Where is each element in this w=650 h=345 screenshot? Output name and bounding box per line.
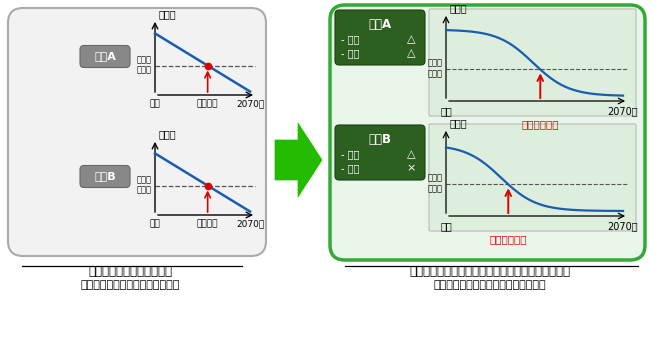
Text: 2070年: 2070年 [236, 219, 264, 228]
FancyBboxPatch shape [335, 10, 425, 65]
Text: 健全度: 健全度 [159, 129, 177, 139]
Text: 2070年: 2070年 [608, 221, 638, 231]
Text: - 剥離: - 剥離 [341, 163, 359, 173]
Text: 現在: 現在 [150, 99, 161, 108]
Text: 補修時期: 補修時期 [197, 219, 218, 228]
Text: △: △ [407, 48, 415, 58]
Text: 現在: 現在 [440, 221, 452, 231]
Text: インフラごとに異なる劣化速度を予測: インフラごとに異なる劣化速度を予測 [434, 280, 546, 290]
Text: 要補修
レベル: 要補修 レベル [428, 174, 443, 193]
Text: 2070年: 2070年 [236, 99, 264, 108]
Text: 最適補修時期: 最適補修時期 [489, 234, 527, 244]
Text: 健全度: 健全度 [159, 9, 177, 19]
Text: 健全度: 健全度 [450, 3, 467, 13]
FancyBboxPatch shape [330, 5, 645, 260]
Text: 要補修
レベル: 要補修 レベル [137, 55, 152, 74]
Text: 2070年: 2070年 [608, 106, 638, 116]
Text: 同一健全度は同じ劣化速度と仮定: 同一健全度は同じ劣化速度と仮定 [81, 280, 179, 290]
Polygon shape [275, 123, 322, 197]
Text: 要補修
レベル: 要補修 レベル [428, 59, 443, 78]
Text: 橋梁B: 橋梁B [94, 171, 116, 181]
Text: 橋梁B: 橋梁B [369, 133, 391, 146]
Text: - ひび: - ひび [341, 149, 359, 159]
FancyBboxPatch shape [429, 124, 636, 231]
FancyBboxPatch shape [335, 125, 425, 180]
Text: 要補修
レベル: 要補修 レベル [137, 175, 152, 194]
Text: 最適補修時期: 最適補修時期 [521, 119, 559, 129]
Text: 現在: 現在 [440, 106, 452, 116]
FancyBboxPatch shape [80, 166, 130, 187]
Text: 補修時期: 補修時期 [197, 99, 218, 108]
Text: 橋梁A: 橋梁A [94, 51, 116, 61]
Text: ×: × [406, 163, 416, 173]
FancyBboxPatch shape [80, 46, 130, 68]
Text: △: △ [407, 149, 415, 159]
Text: △: △ [407, 34, 415, 44]
Text: 健全度から補修時期を推定: 健全度から補修時期を推定 [88, 265, 172, 278]
Text: 健全度: 健全度 [450, 118, 467, 128]
Text: 損傷の種類から劣化進行を予測し、補修時期を予測: 損傷の種類から劣化進行を予測し、補修時期を予測 [410, 265, 571, 278]
FancyBboxPatch shape [429, 9, 636, 116]
Text: 現在: 現在 [150, 219, 161, 228]
Text: 橋梁A: 橋梁A [369, 18, 391, 31]
Text: - ひび: - ひび [341, 34, 359, 44]
FancyBboxPatch shape [8, 8, 266, 256]
Text: - 剥離: - 剥離 [341, 48, 359, 58]
